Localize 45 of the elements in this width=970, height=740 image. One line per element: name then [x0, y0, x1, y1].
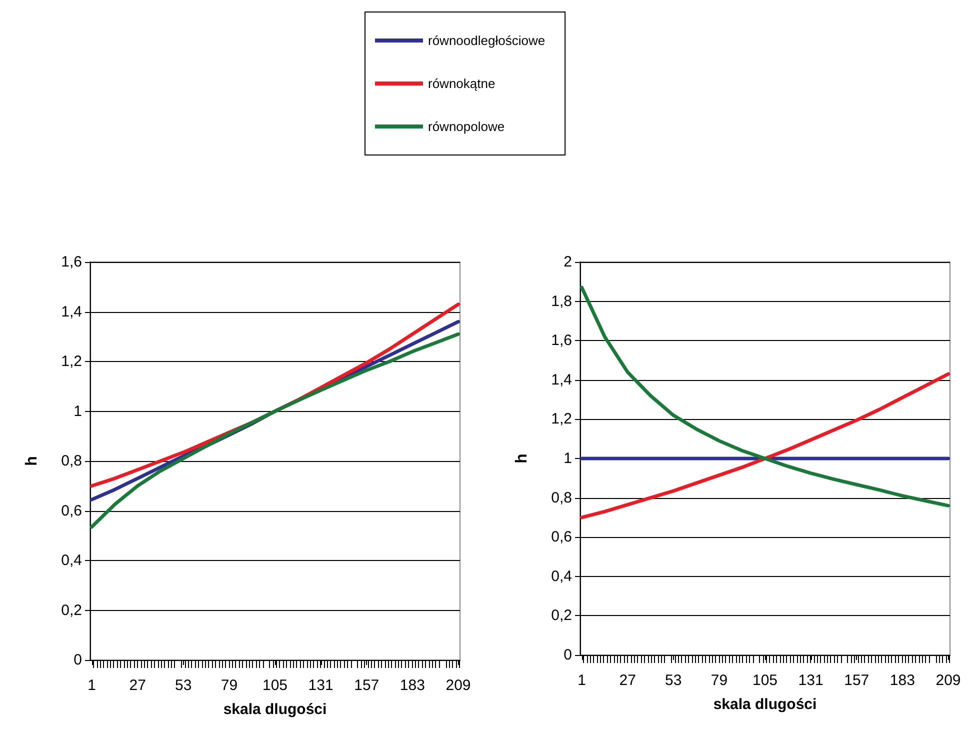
- x-tick-label: 209: [446, 677, 471, 694]
- y-tick-label: 0,6: [61, 502, 82, 520]
- x-tick-label: 27: [129, 677, 146, 694]
- x-tick-label: 131: [308, 677, 334, 694]
- x-axis-title: skala dlugości: [223, 701, 327, 718]
- y-tick-label: 1,8: [551, 292, 572, 310]
- y-tick-label: 1: [74, 402, 82, 420]
- y-tick-label: 1,2: [61, 353, 82, 370]
- y-tick-label: 1: [564, 450, 572, 467]
- x-tick-label: 157: [354, 677, 380, 694]
- y-tick-label: 2: [564, 254, 572, 270]
- x-tick-label: 131: [798, 672, 824, 689]
- y-tick-label: 1,6: [551, 332, 572, 350]
- y-tick-label: 1,2: [551, 410, 572, 428]
- y-tick-label: 0,4: [61, 552, 82, 569]
- y-tick-label: 0,2: [551, 607, 572, 624]
- x-tick-label: 1: [578, 672, 586, 689]
- x-tick-label: 105: [262, 677, 288, 694]
- y-tick-label: 0,8: [551, 489, 572, 506]
- x-tick-label: 157: [844, 672, 870, 689]
- legend-label: równoodległościowe: [428, 33, 546, 48]
- y-tick-label: 0: [564, 646, 572, 664]
- y-tick-label: 0,4: [551, 568, 572, 585]
- x-tick-label: 53: [665, 672, 682, 689]
- y-tick-label: 0,2: [61, 602, 82, 619]
- y-tick-label: 0,8: [61, 452, 82, 470]
- x-axis-title: skala dlugości: [713, 696, 817, 713]
- y-tick-label: 1,6: [61, 254, 82, 270]
- y-tick-label: 1,4: [551, 371, 572, 388]
- legend-label: równokątne: [428, 76, 496, 91]
- x-tick-label: 183: [400, 677, 425, 694]
- legend-label: równopolowe: [428, 119, 505, 134]
- y-axis-title: h: [24, 456, 40, 466]
- x-tick-label: 209: [936, 672, 961, 689]
- y-axis-title: h: [514, 454, 530, 464]
- y-tick-label: 0,6: [551, 528, 572, 546]
- x-tick-label: 79: [710, 672, 728, 689]
- x-tick-label: 105: [752, 672, 778, 689]
- x-tick-label: 79: [220, 677, 238, 694]
- x-tick-label: 1: [88, 677, 96, 694]
- y-tick-label: 1,4: [61, 303, 82, 320]
- x-tick-label: 183: [890, 672, 915, 689]
- y-tick-label: 0: [74, 652, 82, 668]
- x-tick-label: 53: [175, 677, 192, 694]
- x-tick-label: 27: [619, 672, 636, 689]
